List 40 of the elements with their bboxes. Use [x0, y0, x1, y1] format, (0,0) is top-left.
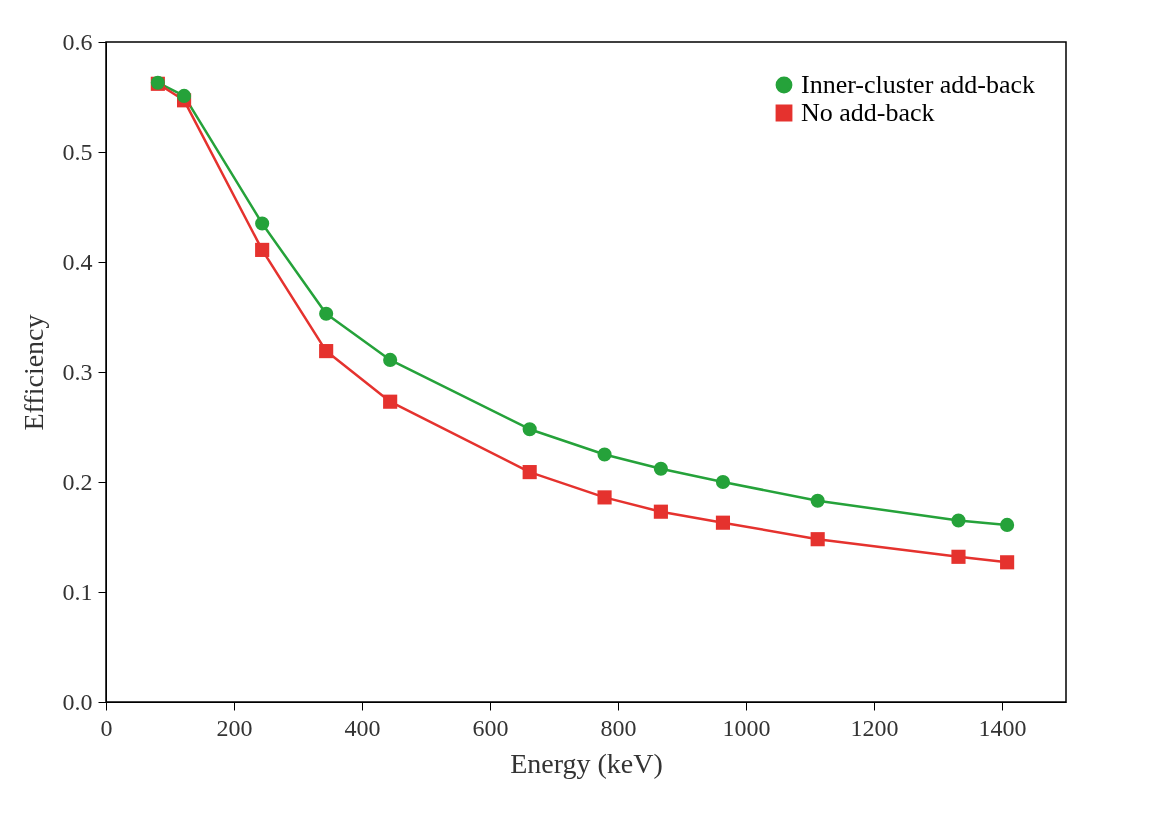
point — [522, 422, 537, 437]
point — [383, 352, 398, 367]
x-tick-label: 1400 — [978, 714, 1027, 741]
point — [597, 490, 612, 505]
legend-label: Inner-cluster add-back — [801, 70, 1036, 99]
y-tick-label: 0.6 — [62, 28, 93, 55]
x-tick-label: 1200 — [850, 714, 899, 741]
y-tick-label: 0.2 — [62, 468, 93, 495]
point — [255, 216, 270, 231]
point — [715, 515, 731, 530]
y-tick-label: 0.1 — [62, 578, 93, 605]
point — [810, 493, 825, 508]
point — [653, 461, 668, 476]
point — [319, 306, 334, 321]
y-tick-label: 0.0 — [62, 688, 93, 715]
x-tick-label: 0 — [100, 714, 113, 741]
y-tick-label: 0.5 — [62, 138, 93, 165]
point — [255, 242, 270, 257]
y-tick-label: 0.3 — [62, 358, 93, 385]
point — [951, 513, 966, 528]
point — [319, 344, 334, 359]
x-axis-title: Energy (keV) — [510, 747, 663, 779]
x-tick-label: 600 — [472, 714, 509, 741]
point — [951, 549, 966, 564]
point — [715, 474, 731, 490]
y-axis-title: Efficiency — [17, 314, 49, 431]
point — [522, 465, 537, 480]
point — [1000, 555, 1015, 570]
point — [383, 394, 398, 409]
point — [810, 532, 825, 547]
y-tick-label: 0.4 — [62, 248, 93, 275]
point — [597, 447, 612, 462]
x-tick-label: 400 — [344, 714, 381, 741]
x-tick-label: 200 — [216, 714, 253, 741]
point — [1000, 517, 1015, 532]
x-tick-label: 1000 — [722, 714, 771, 741]
x-tick-label: 800 — [600, 714, 637, 741]
point — [653, 504, 668, 519]
point — [177, 88, 192, 103]
legend-label: No add-back — [801, 98, 935, 127]
